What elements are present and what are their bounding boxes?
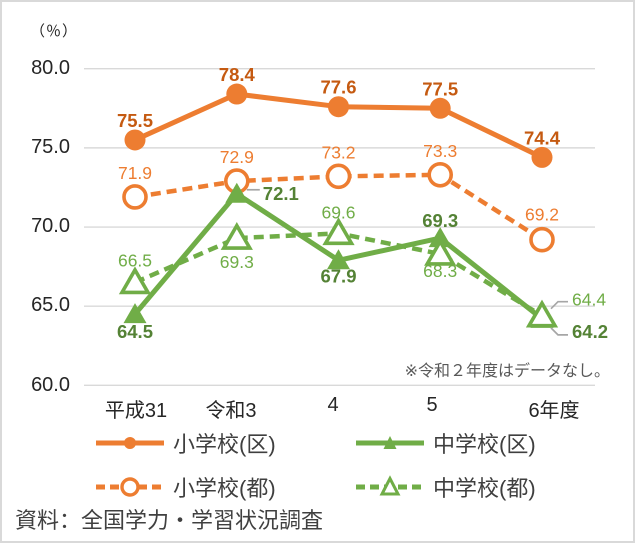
data-point-marker bbox=[328, 96, 349, 118]
y-axis-tick-label: 60.0 bbox=[31, 374, 70, 396]
data-point-marker bbox=[220, 222, 253, 250]
y-axis-tick-label: 70.0 bbox=[31, 215, 70, 237]
data-point-marker bbox=[325, 163, 352, 190]
legend-label: 小学校(都) bbox=[173, 476, 276, 501]
legend-marker bbox=[124, 437, 136, 449]
label-leader-line bbox=[550, 300, 568, 310]
data-label: 73.3 bbox=[423, 141, 457, 161]
data-label: 72.9 bbox=[220, 147, 254, 167]
data-label: 64.4 bbox=[572, 290, 606, 310]
data-label: 78.4 bbox=[219, 64, 256, 85]
series-line-1 bbox=[134, 172, 544, 242]
legend-label: 小学校(区) bbox=[173, 432, 276, 457]
data-point-marker bbox=[428, 227, 452, 248]
data-point-marker bbox=[118, 266, 152, 295]
legend-item-elementary-tokyo: 小学校(都) bbox=[94, 474, 276, 501]
data-point-marker bbox=[327, 249, 350, 270]
data-label: 64.5 bbox=[117, 321, 153, 342]
data-label: 77.6 bbox=[320, 77, 356, 98]
legend-swatch-elementary-tokyo bbox=[96, 477, 164, 497]
data-point-marker bbox=[122, 184, 148, 210]
x-axis-tick-label: 6年度 bbox=[528, 400, 580, 422]
data-label: 69.6 bbox=[321, 202, 355, 222]
data-point-marker bbox=[124, 129, 146, 151]
y-axis-unit-label: （％） bbox=[30, 23, 79, 40]
legend-swatch-juniorhigh-tokyo bbox=[356, 475, 424, 496]
legend-swatch-juniorhigh-ward bbox=[356, 436, 424, 449]
legend-marker bbox=[383, 436, 397, 449]
data-label: 75.5 bbox=[117, 110, 153, 131]
x-axis-tick-label: 令和3 bbox=[205, 400, 257, 422]
data-label: 68.3 bbox=[423, 261, 457, 281]
data-point-marker bbox=[427, 161, 454, 188]
y-axis-tick-label: 75.0 bbox=[31, 136, 70, 158]
x-axis-tick-label: 平成31 bbox=[104, 400, 168, 422]
data-point-marker bbox=[225, 182, 249, 203]
data-point-marker bbox=[529, 226, 555, 253]
data-label: 67.9 bbox=[320, 265, 356, 286]
data-label: 71.9 bbox=[118, 163, 152, 183]
data-label: 74.4 bbox=[524, 127, 561, 148]
data-point-marker bbox=[429, 97, 451, 119]
data-point-marker bbox=[424, 237, 457, 266]
legend-marker bbox=[120, 477, 140, 497]
legend-item-juniorhigh-ward: 中学校(区) bbox=[354, 430, 536, 457]
data-point-marker bbox=[123, 303, 147, 324]
legend-swatch-elementary-ward bbox=[96, 437, 164, 449]
legend-label: 中学校(区) bbox=[433, 432, 536, 457]
x-axis-tick-label: 4 bbox=[327, 394, 339, 416]
data-label: 69.3 bbox=[220, 252, 254, 272]
data-label: 73.2 bbox=[321, 142, 355, 162]
data-point-marker bbox=[226, 83, 248, 105]
source-note: 資料：全国学力・学習状況調査 bbox=[15, 508, 324, 533]
data-label: 64.2 bbox=[572, 321, 608, 342]
data-label: 66.5 bbox=[118, 250, 152, 270]
data-label: 69.3 bbox=[422, 210, 458, 231]
x-axis-tick-label: 5 bbox=[426, 394, 438, 416]
legend-item-elementary-ward: 小学校(区) bbox=[94, 430, 276, 457]
data-point-marker bbox=[525, 299, 559, 328]
label-leader-line bbox=[550, 327, 568, 336]
annotation-no-data-note: ※令和２年度はデータなし。 bbox=[404, 363, 610, 380]
data-label: 69.2 bbox=[525, 205, 559, 225]
legend-label: 中学校(都) bbox=[433, 476, 536, 501]
y-axis-tick-label: 65.0 bbox=[31, 294, 70, 316]
data-point-marker bbox=[322, 217, 355, 246]
y-axis-tick-label: 80.0 bbox=[31, 57, 70, 79]
data-label: 72.1 bbox=[263, 183, 299, 204]
legend-marker bbox=[379, 475, 401, 496]
legend-item-juniorhigh-tokyo: 中学校(都) bbox=[354, 474, 536, 501]
data-label: 77.5 bbox=[422, 78, 458, 99]
data-point-marker bbox=[531, 146, 553, 168]
